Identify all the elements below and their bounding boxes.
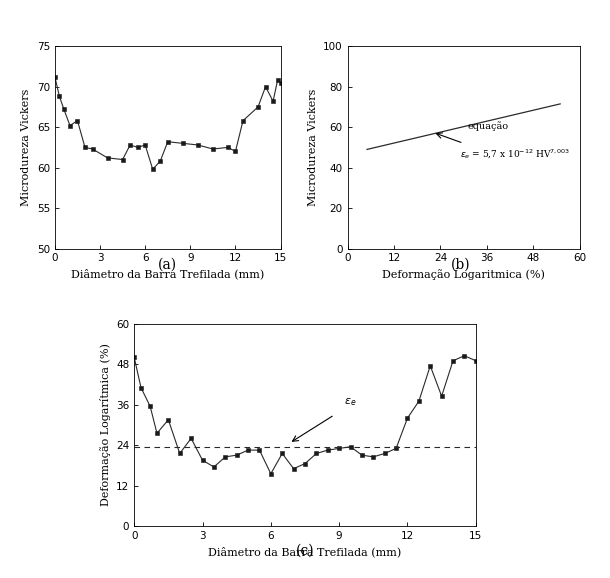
X-axis label: Diâmetro da Barra Trefilada (mm): Diâmetro da Barra Trefilada (mm): [71, 269, 264, 280]
Text: equação: equação: [467, 121, 509, 131]
X-axis label: Diâmetro da Barra Trefilada (mm): Diâmetro da Barra Trefilada (mm): [209, 546, 401, 557]
Text: (b): (b): [451, 258, 470, 272]
Y-axis label: Microdureza Vickers: Microdureza Vickers: [307, 88, 318, 206]
Y-axis label: Microdureza Vickers: Microdureza Vickers: [21, 88, 31, 206]
Text: (c): (c): [296, 544, 314, 558]
X-axis label: Deformação Logaritmica (%): Deformação Logaritmica (%): [382, 269, 545, 280]
Text: (a): (a): [158, 258, 178, 272]
Text: $\varepsilon_e$ = 5,7 x 10$^{-12}$ HV$^{7,003}$: $\varepsilon_e$ = 5,7 x 10$^{-12}$ HV$^{…: [460, 147, 570, 161]
Text: $\varepsilon_e$: $\varepsilon_e$: [343, 396, 356, 408]
Y-axis label: Deformação Logarítmica (%): Deformação Logarítmica (%): [99, 343, 110, 506]
